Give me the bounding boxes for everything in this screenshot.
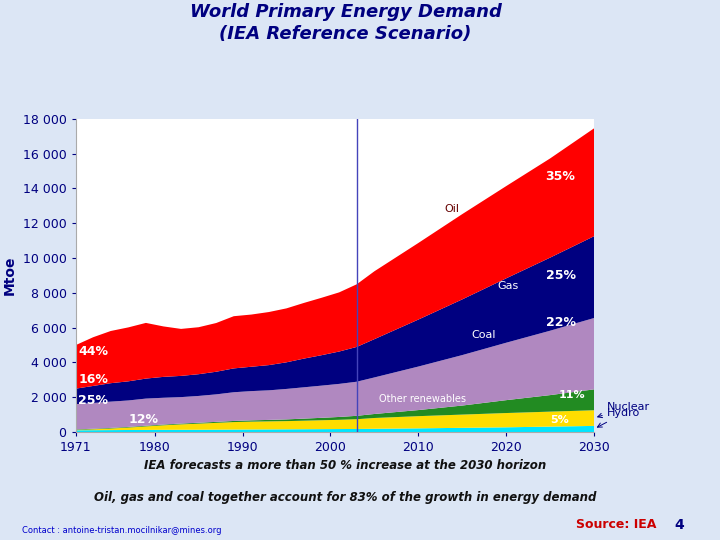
Text: Other renewables: Other renewables — [379, 394, 466, 404]
Text: 22%: 22% — [546, 316, 576, 329]
Text: Oil: Oil — [445, 204, 459, 214]
Text: Contact : antoine-tristan.mocilnikar@mines.org: Contact : antoine-tristan.mocilnikar@min… — [22, 525, 221, 535]
Text: Nuclear: Nuclear — [598, 402, 650, 417]
Text: IEA forecasts a more than 50 % increase at the 2030 horizon: IEA forecasts a more than 50 % increase … — [145, 459, 546, 472]
Text: 4: 4 — [674, 518, 684, 532]
Text: Oil, gas and coal together account for 83% of the growth in energy demand: Oil, gas and coal together account for 8… — [94, 491, 597, 504]
Text: 35%: 35% — [546, 170, 575, 183]
Text: 11%: 11% — [559, 390, 585, 401]
Text: 5%: 5% — [550, 415, 569, 425]
Text: Hydro: Hydro — [598, 408, 640, 427]
Text: 44%: 44% — [78, 346, 108, 359]
Text: Gas: Gas — [498, 281, 518, 291]
Text: Source: IEA: Source: IEA — [576, 518, 657, 531]
Text: 16%: 16% — [78, 373, 108, 386]
Text: World Primary Energy Demand
(IEA Reference Scenario): World Primary Energy Demand (IEA Referen… — [189, 3, 502, 43]
Text: 12%: 12% — [128, 413, 158, 426]
Text: 25%: 25% — [78, 394, 108, 407]
Text: Coal: Coal — [471, 329, 495, 340]
Text: 25%: 25% — [546, 269, 576, 282]
Y-axis label: Mtoe: Mtoe — [3, 255, 17, 295]
